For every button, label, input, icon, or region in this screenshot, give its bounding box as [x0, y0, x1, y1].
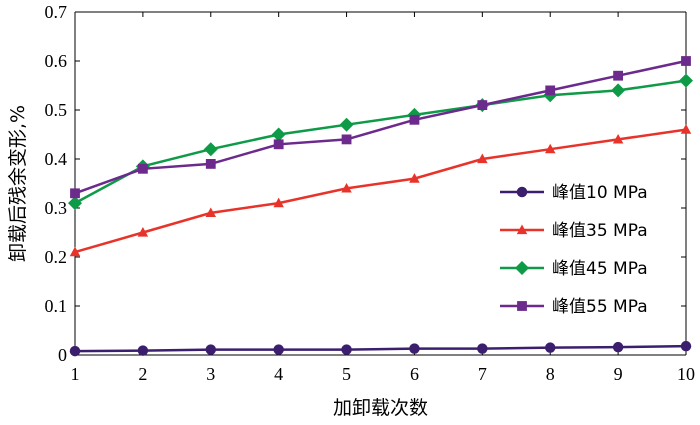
data-point	[341, 344, 352, 355]
data-point	[339, 117, 354, 132]
data-point	[477, 343, 488, 354]
y-axis-title: 卸载后残余变形,%	[7, 105, 29, 262]
data-point	[137, 163, 148, 174]
legend-item: 峰值55 MPa	[500, 297, 648, 317]
data-point	[205, 344, 217, 355]
legend-item: 峰值35 MPa	[500, 221, 648, 241]
legend: 峰值10 MPa 峰值35 MPa 峰值45 MPa 峰值55 MPa	[500, 183, 648, 317]
series-line	[74, 344, 687, 353]
data-point	[273, 139, 284, 150]
legend-marker	[517, 301, 527, 311]
legend-marker	[515, 261, 529, 275]
data-point	[409, 114, 420, 125]
legend-item: 峰值10 MPa	[500, 183, 648, 203]
legend-label: 峰值10 MPa	[552, 183, 648, 203]
x-tick-label: 4	[274, 364, 283, 384]
series-2	[69, 124, 692, 257]
data-point	[69, 246, 81, 257]
x-tick-label: 7	[478, 364, 487, 384]
series-layer	[68, 56, 693, 357]
data-point	[409, 173, 420, 183]
data-point	[681, 56, 691, 66]
data-point	[205, 159, 216, 169]
data-point	[341, 134, 352, 145]
x-tick-label: 6	[410, 364, 419, 384]
data-point	[341, 182, 352, 193]
legend-label: 峰值45 MPa	[552, 259, 648, 279]
data-point	[137, 227, 149, 237]
data-point	[477, 100, 488, 110]
series-1	[69, 340, 692, 357]
data-point	[137, 345, 149, 356]
data-point	[680, 124, 692, 134]
series-line	[74, 128, 687, 254]
data-point	[68, 196, 82, 211]
y-tick-label: 0	[58, 345, 67, 365]
data-point	[205, 207, 217, 217]
y-tick-label: 0.3	[45, 198, 68, 218]
x-tick-label: 2	[138, 364, 147, 384]
y-tick-label: 0.6	[45, 51, 68, 71]
series-line	[74, 59, 687, 195]
data-point	[70, 188, 80, 199]
series-4	[70, 56, 691, 199]
y-tick-label: 0.4	[45, 149, 68, 169]
y-tick-label: 0.5	[45, 100, 68, 120]
data-point	[273, 344, 284, 355]
data-point	[69, 345, 81, 357]
y-tick-label: 0.1	[45, 296, 68, 316]
legend-item: 峰值45 MPa	[500, 259, 648, 279]
data-point	[545, 85, 556, 96]
data-point	[273, 197, 284, 208]
x-tick-label: 8	[546, 364, 555, 384]
data-point	[612, 341, 624, 353]
data-point	[271, 127, 286, 142]
legend-label: 峰值55 MPa	[552, 297, 648, 317]
legend-label: 峰值35 MPa	[552, 221, 648, 241]
data-point	[611, 83, 626, 98]
data-point	[203, 142, 218, 157]
data-point	[409, 343, 420, 354]
legend-marker	[516, 186, 528, 198]
x-tick-label: 9	[614, 364, 623, 384]
data-point	[679, 73, 693, 88]
x-tick-label: 10	[677, 364, 695, 384]
x-tick-label: 3	[206, 364, 215, 384]
series-line	[74, 79, 687, 205]
data-point	[612, 133, 624, 144]
data-point	[680, 340, 692, 352]
data-point	[477, 153, 488, 164]
data-point	[544, 143, 556, 154]
x-axis-title: 加卸载次数	[333, 397, 428, 419]
data-point	[544, 342, 556, 353]
y-tick-label: 0.2	[45, 247, 68, 267]
data-point	[613, 70, 624, 81]
x-tick-label: 1	[71, 364, 80, 384]
y-tick-label: 0.7	[45, 2, 68, 22]
x-tick-label: 5	[342, 364, 351, 384]
legend-marker	[516, 224, 528, 235]
axes: 1 2 3 4 5 6 7 8 9 10 0 0.1 0.2 0.3 0.4 0.5 0.6 0.7	[45, 2, 696, 384]
